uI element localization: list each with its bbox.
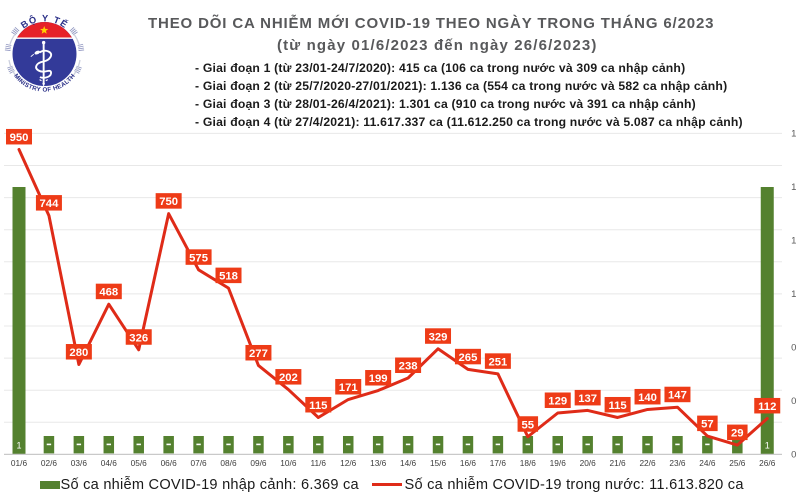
svg-text:251: 251 [488,356,507,368]
svg-text:06/6: 06/6 [161,458,178,468]
svg-text:171: 171 [339,382,358,394]
svg-text:0: 0 [791,449,796,460]
svg-text:0: 0 [791,342,796,353]
svg-text:13/6: 13/6 [370,458,387,468]
svg-text:115: 115 [309,400,327,412]
svg-text:1: 1 [791,182,796,193]
svg-text:23/6: 23/6 [669,458,686,468]
svg-text:129: 129 [548,395,567,407]
svg-text:1: 1 [16,441,21,451]
svg-text:277: 277 [249,348,268,360]
svg-text:518: 518 [219,271,238,283]
svg-text:03/6: 03/6 [71,458,88,468]
svg-text:57: 57 [701,419,714,431]
svg-text:326: 326 [129,332,148,344]
svg-text:22/6: 22/6 [639,458,656,468]
svg-text:04/6: 04/6 [101,458,118,468]
svg-text:950: 950 [10,132,29,144]
svg-text:744: 744 [40,198,60,210]
svg-text:11/6: 11/6 [311,458,327,468]
svg-text:468: 468 [99,287,118,299]
svg-text:55: 55 [522,419,535,431]
svg-text:02/6: 02/6 [41,458,58,468]
svg-text:20/6: 20/6 [580,458,597,468]
svg-text:24/6: 24/6 [699,458,716,468]
svg-text:09/6: 09/6 [250,458,267,468]
svg-text:115: 115 [608,400,626,412]
svg-text:575: 575 [189,252,208,264]
svg-text:112: 112 [758,401,776,413]
svg-text:199: 199 [369,373,388,385]
svg-text:17/6: 17/6 [490,458,507,468]
svg-text:12/6: 12/6 [340,458,357,468]
svg-text:329: 329 [429,331,448,343]
svg-text:25/6: 25/6 [729,458,746,468]
svg-text:147: 147 [668,390,687,402]
svg-text:21/6: 21/6 [610,458,627,468]
svg-text:202: 202 [279,372,298,384]
svg-text:280: 280 [69,347,88,359]
svg-text:10/6: 10/6 [280,458,297,468]
svg-text:0: 0 [791,396,796,407]
svg-text:140: 140 [638,392,657,404]
svg-text:26/6: 26/6 [759,458,776,468]
svg-text:29: 29 [731,428,744,440]
svg-text:1: 1 [765,441,770,451]
svg-text:05/6: 05/6 [131,458,148,468]
svg-text:1: 1 [791,235,796,246]
svg-text:750: 750 [159,196,178,208]
svg-text:137: 137 [578,393,597,405]
svg-text:16/6: 16/6 [460,458,477,468]
svg-text:18/6: 18/6 [520,458,537,468]
svg-text:238: 238 [399,361,418,373]
svg-text:265: 265 [459,352,478,364]
svg-text:1: 1 [791,289,796,300]
svg-text:08/6: 08/6 [220,458,237,468]
svg-text:14/6: 14/6 [400,458,417,468]
svg-text:07/6: 07/6 [191,458,208,468]
svg-text:15/6: 15/6 [430,458,447,468]
svg-text:01/6: 01/6 [11,458,28,468]
svg-text:1: 1 [791,128,796,139]
svg-text:19/6: 19/6 [550,458,567,468]
